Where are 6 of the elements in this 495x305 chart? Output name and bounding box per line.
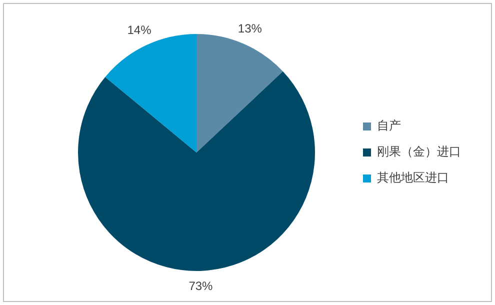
data-label: 14%	[127, 23, 152, 38]
legend-label: 其他地区进口	[377, 170, 449, 185]
data-label: 73%	[188, 279, 214, 294]
legend-label: 刚果（金）进口	[377, 144, 461, 159]
legend-label: 自产	[377, 118, 401, 133]
data-label: 13%	[238, 21, 262, 36]
